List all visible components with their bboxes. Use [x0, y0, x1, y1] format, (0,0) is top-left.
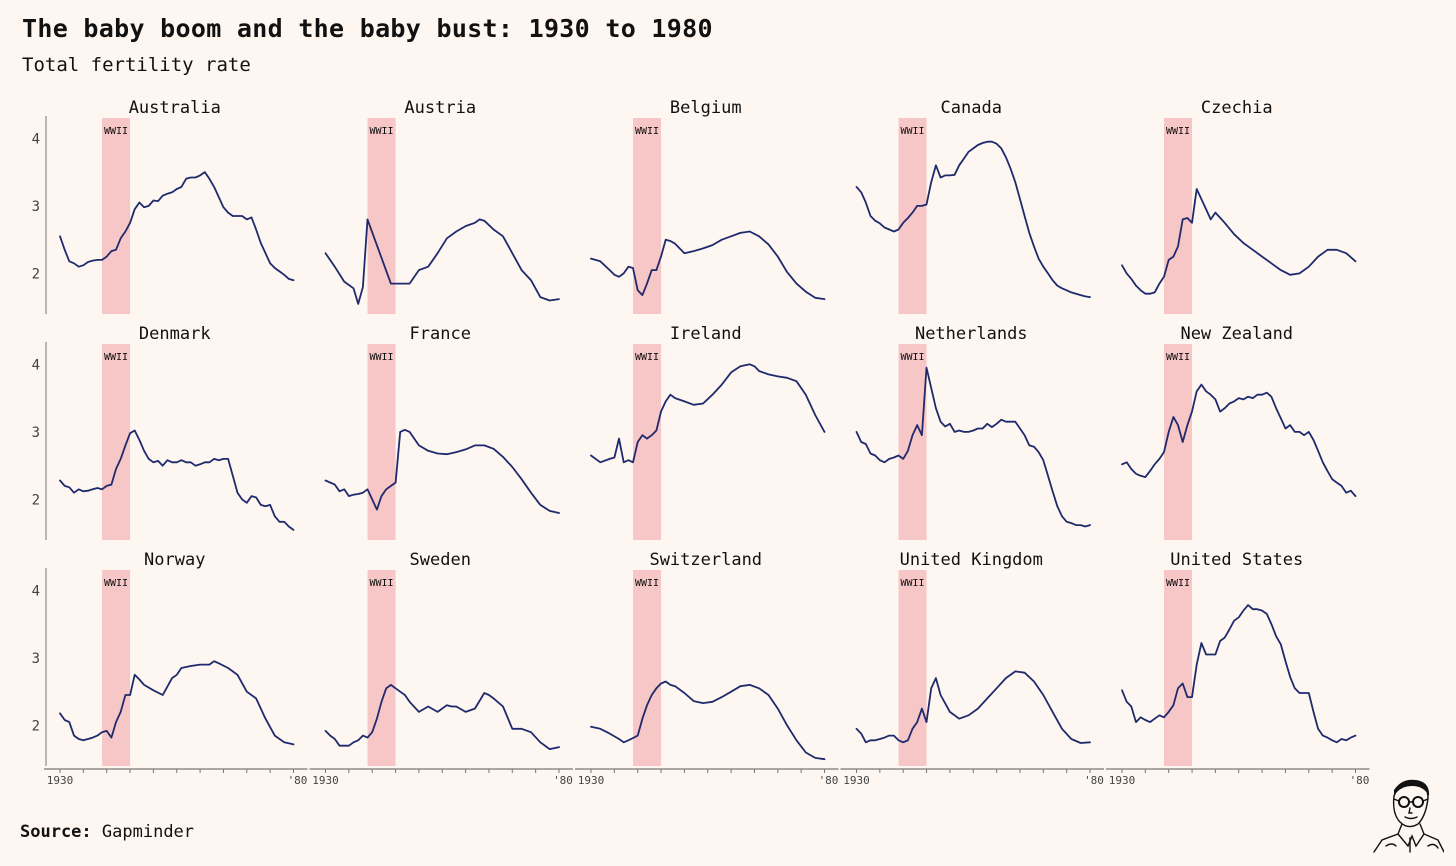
wwii-band-canada [898, 118, 927, 314]
wwii-label-norway: WWII [104, 578, 128, 589]
y-tick-label-australia-2: 2 [32, 266, 40, 282]
wwii-label-netherlands: WWII [900, 352, 924, 363]
wwii-band-new-zealand [1164, 344, 1193, 540]
panel-title-france: France [410, 324, 471, 344]
series-line-norway [59, 660, 295, 746]
wwii-label-czechia: WWII [1166, 126, 1190, 137]
series-line-netherlands [855, 366, 1091, 528]
wwii-band-denmark [102, 344, 131, 540]
wwii-band-united-states [1164, 570, 1193, 766]
y-tick-label-australia-4: 4 [32, 131, 40, 147]
wwii-band-france [367, 344, 396, 540]
wwii-label-france: WWII [369, 352, 393, 363]
series-line-canada [855, 140, 1091, 298]
panel-title-canada: Canada [941, 98, 1002, 118]
panel-title-czechia: Czechia [1201, 98, 1273, 118]
series-line-belgium [590, 230, 826, 300]
wwii-label-austria: WWII [369, 126, 393, 137]
x-tick-label-end-norway: '80 [288, 774, 308, 787]
wwii-label-canada: WWII [900, 126, 924, 137]
panel-title-switzerland: Switzerland [649, 550, 762, 570]
wwii-band-united-kingdom [898, 570, 927, 766]
panel-title-australia: Australia [129, 98, 221, 118]
y-tick-label-denmark-4: 4 [32, 357, 40, 373]
source-label: Source: [20, 822, 92, 842]
wwii-label-australia: WWII [104, 126, 128, 137]
x-tick-label-end-united-states: '80 [1350, 774, 1370, 787]
wwii-label-new-zealand: WWII [1166, 352, 1190, 363]
x-tick-label-end-sweden: '80 [553, 774, 573, 787]
series-line-switzerland [590, 680, 826, 761]
wwii-label-ireland: WWII [635, 352, 659, 363]
source-note: Source: Gapminder [20, 822, 194, 842]
y-tick-label-norway-2: 2 [32, 718, 40, 734]
series-line-new-zealand [1121, 383, 1357, 497]
x-tick-label-start-norway: 1930 [47, 774, 74, 787]
wwii-label-denmark: WWII [104, 352, 128, 363]
series-line-czechia [1121, 188, 1357, 295]
series-line-denmark [59, 429, 295, 531]
wwii-label-sweden: WWII [369, 578, 393, 589]
series-line-australia [59, 171, 295, 282]
wwii-label-switzerland: WWII [635, 578, 659, 589]
x-tick-label-start-united-kingdom: 1930 [843, 774, 870, 787]
wwii-label-united-states: WWII [1166, 578, 1190, 589]
chart-title: The baby boom and the baby bust: 1930 to… [22, 14, 713, 43]
panel-title-austria: Austria [404, 98, 476, 118]
wwii-band-norway [102, 570, 131, 766]
panel-title-belgium: Belgium [670, 98, 742, 118]
panel-title-ireland: Ireland [670, 324, 742, 344]
x-tick-label-start-united-states: 1930 [1109, 774, 1136, 787]
y-tick-label-denmark-3: 3 [32, 425, 40, 441]
wwii-band-australia [102, 118, 131, 314]
chart-subtitle: Total fertility rate [22, 54, 251, 76]
panel-title-netherlands: Netherlands [915, 324, 1028, 344]
wwii-band-sweden [367, 570, 396, 766]
series-line-france [324, 428, 560, 514]
author-avatar [1373, 779, 1444, 853]
series-line-austria [324, 218, 560, 305]
wwii-band-austria [367, 118, 396, 314]
source-value: Gapminder [101, 822, 195, 842]
panel-title-united-states: United States [1170, 550, 1303, 570]
panel-title-new-zealand: New Zealand [1180, 324, 1293, 344]
panel-title-sweden: Sweden [410, 550, 471, 570]
panel-title-denmark: Denmark [139, 324, 211, 344]
y-tick-label-norway-4: 4 [32, 583, 40, 599]
series-line-united-states [1121, 604, 1357, 744]
panel-title-norway: Norway [144, 550, 205, 570]
x-tick-label-end-switzerland: '80 [819, 774, 839, 787]
panel-title-united-kingdom: United Kingdom [900, 550, 1043, 570]
x-tick-label-end-united-kingdom: '80 [1084, 774, 1104, 787]
series-line-united-kingdom [855, 670, 1091, 744]
series-line-ireland [590, 363, 826, 464]
x-tick-label-start-switzerland: 1930 [578, 774, 605, 787]
y-tick-label-australia-3: 3 [32, 199, 40, 215]
y-tick-label-norway-3: 3 [32, 651, 40, 667]
y-tick-label-denmark-2: 2 [32, 492, 40, 508]
wwii-band-czechia [1164, 118, 1193, 314]
x-tick-label-start-sweden: 1930 [312, 774, 339, 787]
series-line-sweden [324, 684, 560, 750]
wwii-label-united-kingdom: WWII [900, 578, 924, 589]
wwii-label-belgium: WWII [635, 126, 659, 137]
wwii-band-netherlands [898, 344, 927, 540]
